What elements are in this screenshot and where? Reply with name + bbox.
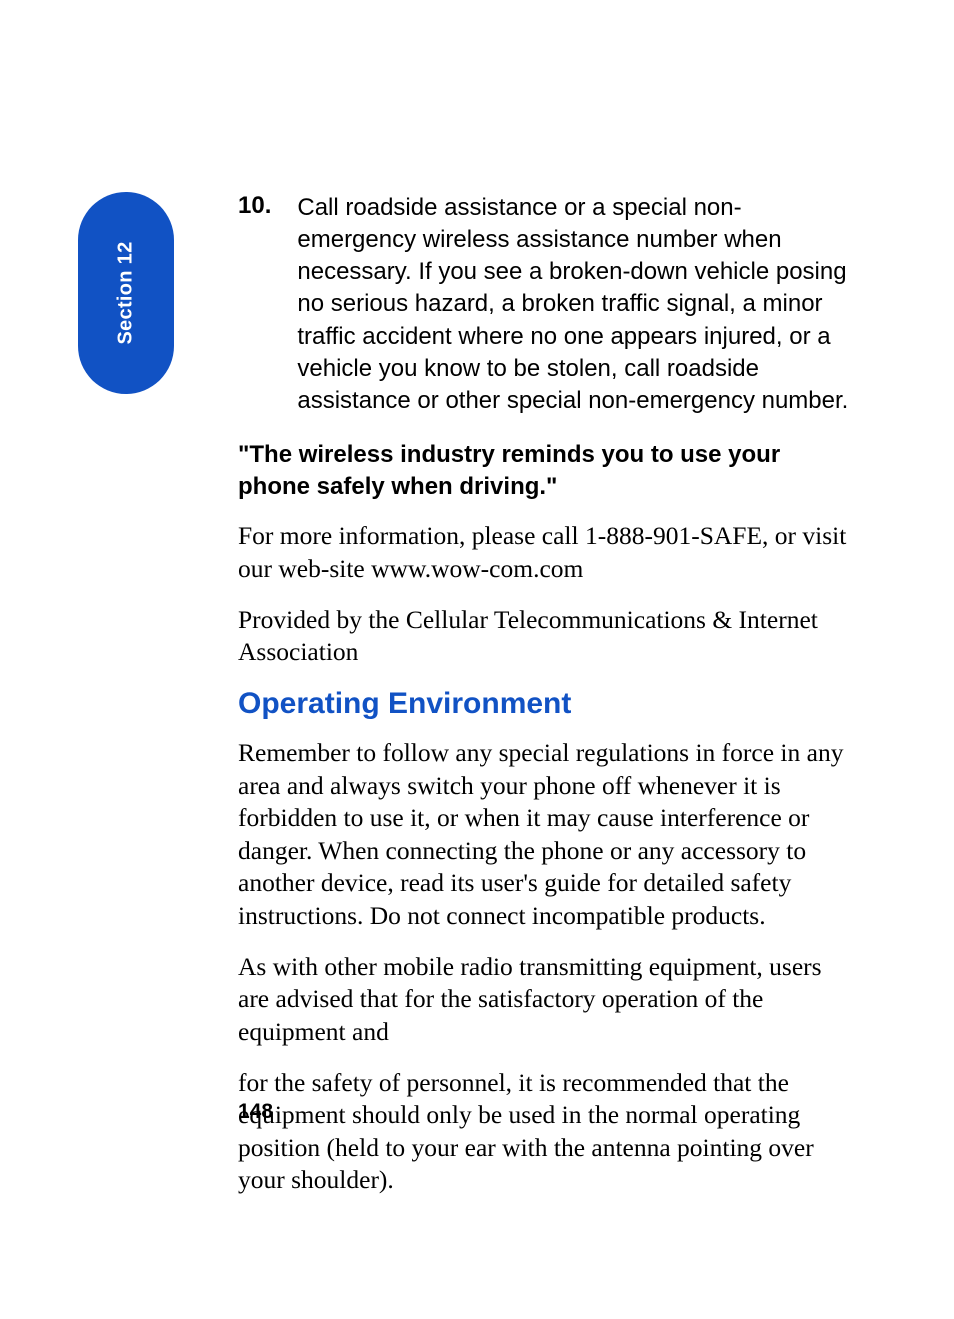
section-tab: Section 12 [78,192,174,394]
provider-paragraph: Provided by the Cellular Telecommunicati… [238,604,858,669]
page: Section 12 10. Call roadside assistance … [0,0,954,1319]
list-item-number: 10. [238,192,271,417]
page-number: 148 [238,1100,273,1124]
environment-paragraph-1: Remember to follow any special regulatio… [238,737,858,933]
list-item-text: Call roadside assistance or a special no… [277,192,858,417]
numbered-list-item: 10. Call roadside assistance or a specia… [238,192,858,417]
more-info-paragraph: For more information, please call 1-888-… [238,520,858,585]
industry-quote: "The wireless industry reminds you to us… [238,439,858,502]
section-tab-label: Section 12 [115,241,138,344]
operating-environment-heading: Operating Environment [238,687,858,721]
environment-paragraph-3: for the safety of personnel, it is recom… [238,1067,858,1198]
environment-paragraph-2: As with other mobile radio transmitting … [238,951,858,1049]
content-area: 10. Call roadside assistance or a specia… [238,192,858,1215]
